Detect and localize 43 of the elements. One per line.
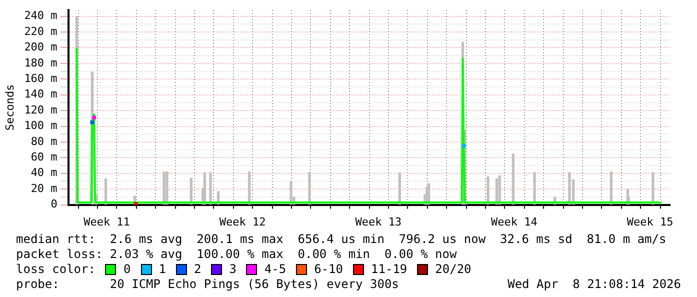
y-tick-label: 20 m bbox=[30, 182, 58, 195]
legend-label: 20/20 bbox=[435, 262, 472, 277]
text: probe: 20 ICMP Echo Pings (56 Bytes) every 300s bbox=[16, 277, 399, 292]
bar bbox=[209, 172, 212, 205]
legend-label: 1 bbox=[158, 262, 166, 277]
x-tick-label: Week 12 bbox=[219, 215, 266, 228]
x-tick-label: Week 14 bbox=[491, 215, 538, 228]
y-tick-label: 0 bbox=[50, 198, 58, 211]
bar bbox=[290, 180, 292, 205]
bar bbox=[486, 176, 490, 205]
y-tick-label: 140 m bbox=[24, 88, 58, 101]
y-tick-label: 60 m bbox=[30, 150, 58, 164]
x-tick-label: Week 15 bbox=[626, 215, 674, 228]
y-tick-label: 80 m bbox=[30, 134, 58, 148]
y-tick-label: 220 m bbox=[24, 24, 58, 38]
bar bbox=[533, 172, 536, 205]
y-tick-label: 100 m bbox=[24, 119, 58, 132]
y-tick-label: 180 m bbox=[24, 56, 58, 70]
legend-label: 6-10 bbox=[314, 262, 344, 277]
text: median rtt: 2.6 ms avg 200.1 ms max 656.4 us min 796.2 us now 32.6 ms sd 81.0 m am/s bbox=[15, 232, 668, 247]
text: Wed Apr 8 21:08:14 2026 bbox=[508, 277, 681, 292]
legend-label: 11-19 bbox=[371, 262, 408, 277]
bar bbox=[568, 172, 571, 205]
y-tick-label: 120 m bbox=[24, 103, 58, 116]
legend-title: loss color: bbox=[16, 262, 96, 277]
y-tick-label: 160 m bbox=[24, 72, 58, 85]
legend-label: 2 bbox=[194, 262, 202, 277]
y-tick-label: 200 m bbox=[24, 40, 58, 54]
legend-label: 4-5 bbox=[264, 262, 286, 277]
bar bbox=[162, 171, 166, 205]
bar bbox=[512, 153, 515, 205]
x-tick-label: Week 13 bbox=[355, 215, 402, 228]
text: packet loss: 2.03 % avg 100.00 % max 0.00 % min 0.00 % now bbox=[15, 247, 458, 262]
y-tick-label: 40 m bbox=[30, 166, 58, 180]
legend-label: 0 bbox=[123, 262, 131, 277]
x-tick-label: Week 11 bbox=[84, 215, 130, 228]
point bbox=[134, 202, 138, 205]
point bbox=[92, 116, 96, 120]
legend-label: 3 bbox=[229, 262, 236, 277]
bar bbox=[308, 172, 311, 205]
point bbox=[462, 144, 466, 148]
y-tick-label: 240 m bbox=[24, 9, 58, 22]
y-axis-title: Seconds bbox=[3, 84, 16, 131]
